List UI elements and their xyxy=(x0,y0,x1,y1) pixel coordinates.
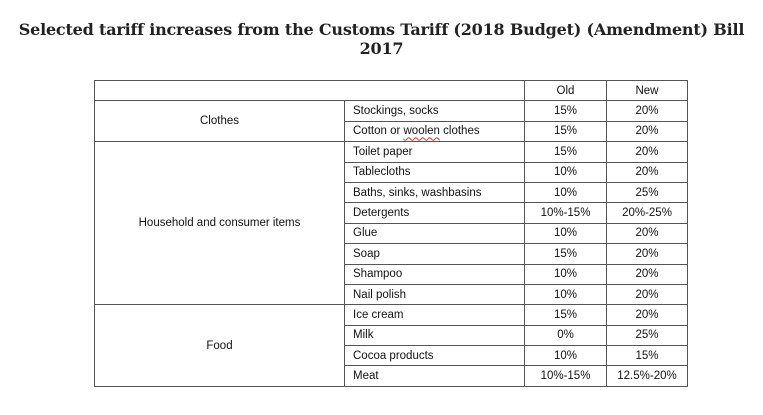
table-row: Nail polish 10% 20% xyxy=(95,283,688,306)
old-rate: 15% xyxy=(524,141,607,163)
new-rate: 20%-25% xyxy=(606,202,688,224)
item-name: Meat xyxy=(344,365,525,387)
table-row: Shampoo 10% 20% xyxy=(95,263,688,285)
old-rate: 15% xyxy=(524,243,607,265)
old-rate: 10% xyxy=(524,222,607,245)
old-rate: 10% xyxy=(524,283,607,306)
header-new: New xyxy=(606,79,688,102)
new-rate: 20% xyxy=(606,304,688,326)
new-rate: 20% xyxy=(606,222,688,245)
old-rate: 15% xyxy=(524,120,607,143)
old-rate: 10% xyxy=(524,345,607,367)
header-old: Old xyxy=(524,79,607,102)
category-household: Household and consumer items xyxy=(94,141,345,306)
table-row: Household and consumer items Toilet pape… xyxy=(94,141,688,306)
old-rate: 10%-15% xyxy=(524,365,607,387)
item-name: Baths, sinks, washbasins xyxy=(344,181,525,204)
item-name: Cocoa products xyxy=(344,345,525,367)
new-rate: 20% xyxy=(606,161,688,183)
old-rate: 10%-15% xyxy=(524,202,607,224)
item-name-suffix: clothes xyxy=(439,125,480,138)
new-rate: 20% xyxy=(606,100,688,122)
header-blank-cell xyxy=(94,79,525,102)
old-rate: 10% xyxy=(524,161,607,183)
old-rate: 15% xyxy=(524,100,607,122)
old-rate: 15% xyxy=(524,304,607,326)
item-name: Glue xyxy=(344,222,525,245)
new-rate: 20% xyxy=(606,243,688,265)
item-name: Tablecloths xyxy=(344,161,525,183)
table-row: Food Ice cream 15% 20% xyxy=(94,304,688,387)
document-title: Selected tariff increases from the Custo… xyxy=(18,20,745,58)
category-food: Food xyxy=(94,304,345,387)
item-name: Ice cream xyxy=(344,304,525,326)
new-rate: 25% xyxy=(606,181,688,204)
table-row: Milk 0% 25% xyxy=(95,324,688,347)
new-rate: 20% xyxy=(606,283,688,306)
table-row: Baths, sinks, washbasins 10% 25% xyxy=(95,181,688,204)
table-row: Detergents 10%-15% 20%-25% xyxy=(95,202,688,224)
item-name: Stockings, socks xyxy=(344,100,525,122)
spellcheck-flagged-word: woolen xyxy=(403,125,440,138)
item-name: Cotton or woolen clothes xyxy=(344,120,525,143)
table-row: Clothes Stockings, socks 15% 20% xyxy=(94,100,688,143)
item-name-prefix: Cotton or xyxy=(353,125,404,138)
table-row: Cocoa products 10% 15% xyxy=(95,345,688,367)
item-name: Shampoo xyxy=(344,263,525,285)
old-rate: 10% xyxy=(524,263,607,285)
item-name: Toilet paper xyxy=(344,141,525,163)
item-name: Nail polish xyxy=(344,283,525,306)
new-rate: 25% xyxy=(606,324,688,347)
item-name: Soap xyxy=(344,243,525,265)
new-rate: 15% xyxy=(606,345,688,367)
item-name: Detergents xyxy=(344,202,525,224)
item-name: Milk xyxy=(344,324,525,347)
new-rate: 12.5%-20% xyxy=(606,365,688,387)
header-row: Old New xyxy=(94,79,688,102)
tariff-table: Old New Clothes Stockings, socks 15% 20%… xyxy=(94,79,688,387)
new-rate: 20% xyxy=(606,120,688,143)
new-rate: 20% xyxy=(606,141,688,163)
table-row: Meat 10%-15% 12.5%-20% xyxy=(95,365,688,387)
old-rate: 10% xyxy=(524,181,607,204)
category-clothes: Clothes xyxy=(94,100,345,143)
old-rate: 0% xyxy=(524,324,607,347)
new-rate: 20% xyxy=(606,263,688,285)
